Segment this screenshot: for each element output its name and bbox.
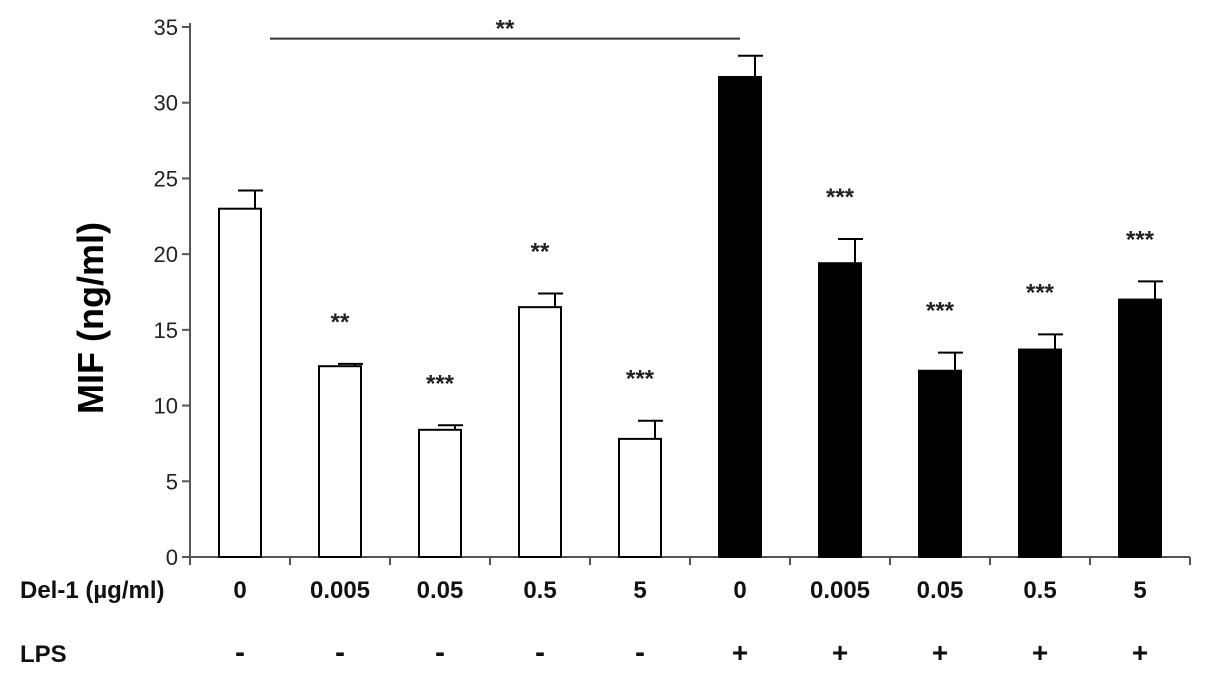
dose-label: 0.5 bbox=[523, 577, 556, 604]
bar bbox=[918, 369, 962, 558]
y-ticks: 0 5 10 15 20 25 30 35 bbox=[154, 15, 190, 570]
bar bbox=[218, 207, 262, 558]
significance-label: *** bbox=[826, 184, 855, 211]
bar bbox=[518, 306, 562, 558]
significance-label: *** bbox=[626, 366, 655, 393]
y-tick-label: 35 bbox=[154, 15, 178, 40]
y-tick-label: 0 bbox=[166, 545, 178, 570]
lps-label: - bbox=[335, 636, 345, 669]
lps-labels: - - - - - + + + + + bbox=[235, 636, 1148, 669]
dose-label: 5 bbox=[1133, 577, 1146, 604]
bracket-label: ** bbox=[496, 16, 515, 43]
row-label-lps: LPS bbox=[20, 641, 67, 668]
row-label-del1: Del-1 (µg/ml) bbox=[20, 577, 165, 604]
lps-label: + bbox=[1132, 637, 1148, 668]
y-tick-label: 15 bbox=[154, 318, 178, 343]
significance-label: *** bbox=[1026, 279, 1055, 306]
dose-label: 0.005 bbox=[810, 577, 870, 604]
bar bbox=[618, 437, 662, 558]
lps-label: - bbox=[635, 636, 645, 669]
y-tick-label: 30 bbox=[154, 91, 178, 116]
dose-label: 0.05 bbox=[417, 577, 464, 604]
significance-labels: ********************** bbox=[331, 184, 1155, 397]
bar bbox=[318, 365, 362, 559]
y-tick-label: 10 bbox=[154, 394, 178, 419]
significance-label: ** bbox=[531, 239, 550, 266]
lps-label: + bbox=[732, 637, 748, 668]
bar bbox=[1118, 298, 1162, 558]
lps-label: - bbox=[235, 636, 245, 669]
dose-label: 0 bbox=[233, 577, 246, 604]
dose-label: 0.05 bbox=[917, 577, 964, 604]
y-tick-label: 25 bbox=[154, 166, 178, 191]
lps-label: + bbox=[1032, 637, 1048, 668]
x-ticks bbox=[189, 557, 1191, 565]
bar bbox=[818, 262, 862, 558]
significance-label: ** bbox=[331, 309, 350, 336]
dose-label: 5 bbox=[633, 577, 646, 604]
dose-label: 0.5 bbox=[1023, 577, 1056, 604]
significance-bracket: ** bbox=[270, 16, 740, 43]
dose-label: 0 bbox=[733, 577, 746, 604]
significance-label: *** bbox=[926, 298, 955, 325]
y-tick-label: 5 bbox=[166, 469, 178, 494]
bar bbox=[718, 75, 762, 558]
lps-label: + bbox=[832, 637, 848, 668]
lps-label: + bbox=[932, 637, 948, 668]
dose-label: 0.005 bbox=[310, 577, 370, 604]
lps-label: - bbox=[435, 636, 445, 669]
significance-label: *** bbox=[426, 370, 455, 397]
y-tick-label: 20 bbox=[154, 242, 178, 267]
y-axis-label: MIF (ng/ml) bbox=[70, 222, 111, 414]
lps-label: - bbox=[535, 636, 545, 669]
bar bbox=[418, 428, 462, 558]
error-bars bbox=[238, 54, 1163, 439]
significance-label: *** bbox=[1126, 226, 1155, 253]
bars bbox=[218, 75, 1162, 559]
bar bbox=[1018, 348, 1062, 558]
dose-labels: 0 0.005 0.05 0.5 5 0 0.005 0.05 0.5 5 bbox=[233, 577, 1146, 604]
